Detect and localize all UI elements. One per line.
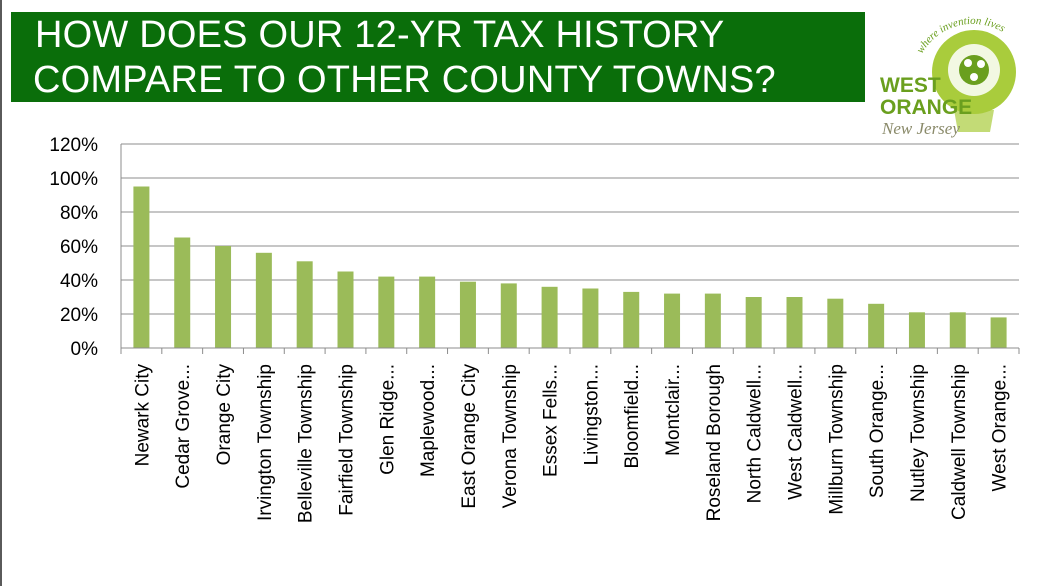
- x-category-label: West Orange...: [990, 364, 1011, 491]
- x-category-label: Fairfield Township: [337, 364, 358, 516]
- chart-bars: [133, 186, 1007, 348]
- bar: [133, 186, 150, 348]
- bar: [664, 293, 681, 348]
- x-category-label: Maplewood...: [418, 364, 439, 477]
- bar: [174, 237, 191, 348]
- bar: [255, 252, 272, 348]
- x-category-label: Verona Township: [500, 364, 521, 508]
- logo-text-state: New Jersey: [881, 119, 960, 138]
- bar: [378, 276, 395, 348]
- x-axis-labels: Newark City Cedar Grove... Orange City Irvi…: [132, 364, 1010, 524]
- bar: [623, 291, 640, 348]
- bar: [908, 312, 925, 348]
- y-tick-label: 120%: [49, 135, 98, 156]
- x-category-label: Nutley Township: [908, 364, 929, 502]
- chart-gridlines: [121, 143, 1019, 349]
- x-category-label: Cedar Grove...: [173, 364, 194, 489]
- x-category-label: Millburn Township: [826, 364, 847, 515]
- x-category-label: West Caldwell...: [786, 364, 807, 500]
- x-category-label: Glen Ridge...: [377, 364, 398, 475]
- bar: [868, 303, 885, 348]
- x-category-label: Belleville Township: [296, 364, 317, 523]
- y-tick-label: 0%: [71, 339, 99, 360]
- bar: [337, 271, 354, 348]
- title-banner: HOW DOES OUR 12-YR TAX HISTORY COMPARE T…: [11, 12, 865, 102]
- y-tick-label: 100%: [49, 169, 98, 190]
- bar: [500, 283, 517, 348]
- x-category-label: Roseland Borough: [704, 364, 725, 521]
- x-category-label: Newark City: [132, 364, 153, 467]
- bar: [990, 317, 1007, 348]
- bar: [827, 298, 844, 348]
- bar: [296, 261, 313, 348]
- x-category-label: Bloomfield...: [622, 364, 643, 469]
- x-category-label: Montclair...: [663, 364, 684, 456]
- bar: [459, 281, 476, 348]
- x-category-label: Livingston...: [581, 364, 602, 465]
- west-orange-logo: where invention lives WEST ORANGE New Je…: [880, 15, 1016, 138]
- x-category-label: Caldwell Township: [949, 364, 970, 520]
- page-title-line-2: COMPARE TO OTHER COUNTY TOWNS?: [33, 59, 776, 101]
- x-axis: [120, 144, 1020, 354]
- logo-text-west: WEST: [880, 74, 941, 97]
- y-axis-ticks: 0% 20% 40% 60% 80% 100% 120%: [49, 135, 98, 360]
- y-tick-label: 60%: [60, 237, 98, 258]
- x-category-label: East Orange City: [459, 364, 480, 509]
- y-tick-label: 40%: [60, 271, 98, 292]
- bar: [541, 286, 558, 348]
- x-category-label: North Caldwell...: [745, 364, 766, 503]
- y-tick-label: 20%: [60, 305, 98, 326]
- bar: [419, 276, 436, 348]
- bar: [704, 293, 721, 348]
- bar: [582, 288, 599, 348]
- x-category-label: South Orange...: [867, 364, 888, 498]
- bar: [215, 246, 232, 348]
- x-category-label: Irvington Township: [255, 364, 276, 521]
- bar: [786, 297, 803, 348]
- logo-text-orange: ORANGE: [880, 96, 972, 119]
- slide-border: [0, 0, 2, 586]
- y-tick-label: 80%: [60, 203, 98, 224]
- x-category-label: Orange City: [214, 364, 235, 466]
- bar: [745, 297, 762, 348]
- x-category-label: Essex Fells...: [541, 364, 562, 477]
- page-title-line-1: HOW DOES OUR 12-YR TAX HISTORY: [35, 14, 725, 56]
- bar: [949, 312, 966, 348]
